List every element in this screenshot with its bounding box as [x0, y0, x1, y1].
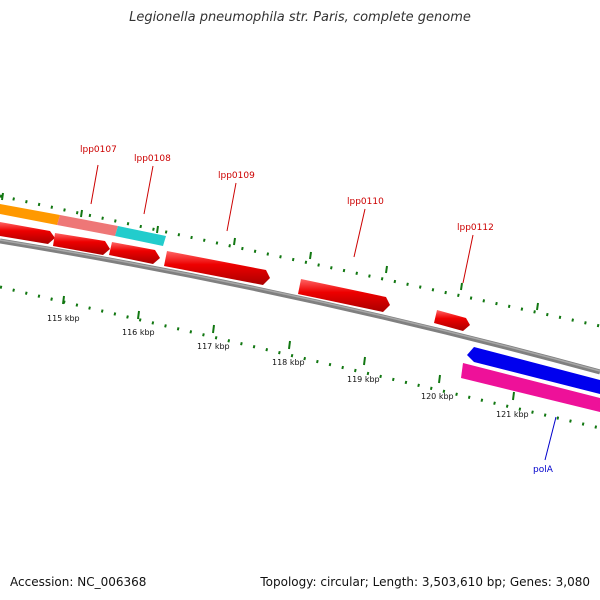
inner-major-tick	[438, 374, 441, 384]
kbp-label: 120 kbp	[421, 392, 454, 401]
outer-major-tick	[460, 282, 463, 291]
gene-arrow	[109, 242, 160, 264]
inner-major-tick	[212, 324, 215, 334]
genome-summary-text: Topology: circular; Length: 3,503,610 bp…	[260, 575, 590, 589]
label-leaders	[90, 164, 557, 461]
inner-major-tick	[62, 295, 65, 305]
outer-major-tick	[1, 192, 4, 201]
gene-label-lpp0107: lpp0107	[80, 145, 117, 155]
genome-backbone	[0, 238, 600, 375]
outer-feature-track	[0, 204, 166, 246]
reverse-feature-track	[461, 347, 600, 412]
inner-major-tick	[137, 310, 140, 320]
blue-feature	[467, 347, 600, 394]
gene-label-lpp0109: lpp0109	[218, 171, 255, 181]
outer-major-tick	[385, 265, 388, 274]
outer-major-tick	[233, 237, 236, 246]
inner-major-tick	[288, 340, 291, 350]
kbp-labels: 115 kbp 116 kbp 117 kbp 118 kbp 119 kbp …	[47, 314, 529, 419]
outer-major-tick	[309, 251, 312, 260]
gene-label-polA: polA	[533, 465, 554, 475]
outer-tick-ring	[0, 192, 600, 328]
forward-gene-track	[0, 222, 470, 331]
gene-label-lpp0108: lpp0108	[134, 154, 171, 164]
magenta-feature	[461, 363, 600, 412]
kbp-label: 116 kbp	[122, 328, 155, 337]
gene-arrow	[298, 279, 390, 312]
gene-label-lpp0112: lpp0112	[457, 223, 494, 233]
accession-text: Accession: NC_006368	[10, 575, 147, 589]
gene-arrow	[434, 310, 470, 331]
kbp-label: 115 kbp	[47, 314, 80, 323]
gene-arrow	[53, 233, 110, 255]
inner-tick-ring	[0, 285, 600, 430]
inner-major-tick	[363, 356, 366, 366]
gene-label-lpp0110: lpp0110	[347, 197, 384, 207]
kbp-label: 121 kbp	[496, 410, 529, 419]
gene-labels: lpp0107 lpp0108 lpp0109 lpp0110 lpp0112 …	[80, 145, 554, 475]
gene-arrow	[164, 251, 270, 285]
outer-major-tick	[80, 209, 83, 218]
kbp-label: 119 kbp	[347, 375, 380, 384]
orange-feature	[0, 204, 60, 225]
gene-arrow	[0, 222, 55, 244]
outer-minor-ticks	[0, 194, 600, 328]
kbp-label: 118 kbp	[272, 358, 305, 367]
cyan-feature	[115, 226, 166, 246]
map-title: Legionella pneumophila str. Paris, compl…	[129, 10, 471, 25]
outer-major-tick	[536, 302, 539, 311]
salmon-feature	[57, 215, 118, 236]
outer-major-tick	[156, 225, 159, 234]
kbp-label: 117 kbp	[197, 342, 230, 351]
inner-major-tick	[512, 391, 515, 401]
